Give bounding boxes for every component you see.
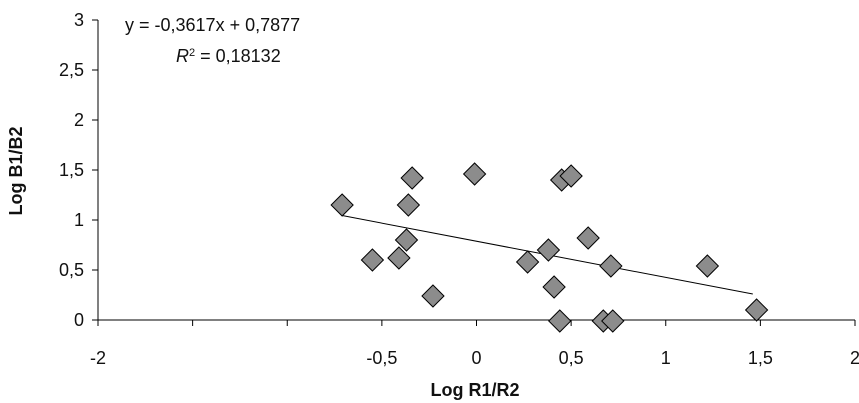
data-point	[744, 298, 769, 322]
data-point	[462, 162, 487, 186]
x-tick-label: 1,5	[748, 348, 773, 368]
y-axis-title: Log B1/B2	[6, 126, 26, 215]
x-tick-label: 0	[471, 348, 481, 368]
data-point	[394, 228, 419, 252]
data-point	[559, 164, 583, 188]
y-tick-label: 3	[74, 10, 84, 30]
data-point	[396, 193, 421, 217]
r-squared-label: R2 = 0,18132	[176, 46, 281, 66]
axes: 0 0,5 1 1,5 2 2,5 3 -2 -0,5 0 0,5 1 1,5 2	[59, 10, 859, 368]
x-tick-label: 1	[661, 348, 671, 368]
data-point	[601, 309, 625, 333]
y-tick-label: 1,5	[59, 160, 84, 180]
y-tick-label: 0,5	[59, 260, 84, 280]
data-point	[576, 226, 600, 250]
data-point	[599, 254, 623, 278]
data-point	[515, 250, 540, 274]
data-point	[330, 193, 354, 217]
x-axis-title: Log R1/R2	[430, 380, 519, 400]
x-tick-label: -2	[90, 348, 106, 368]
y-tick-label: 1	[74, 210, 84, 230]
data-point	[542, 275, 566, 299]
data-point	[695, 254, 720, 278]
data-point	[536, 238, 561, 262]
y-tick-label: 2	[74, 110, 84, 130]
y-tick-label: 2,5	[59, 60, 84, 80]
data-point	[421, 284, 445, 308]
data-points	[330, 162, 769, 333]
x-tick-label: 0,5	[559, 348, 584, 368]
x-tick-label: 2	[850, 348, 859, 368]
data-point	[387, 246, 411, 270]
data-point	[360, 248, 385, 272]
y-tick-label: 0	[74, 310, 84, 330]
x-tick-label: -0,5	[366, 348, 397, 368]
data-point	[548, 309, 572, 333]
trendline-equation: y = -0,3617x + 0,7877	[125, 15, 300, 35]
data-point	[400, 166, 424, 190]
